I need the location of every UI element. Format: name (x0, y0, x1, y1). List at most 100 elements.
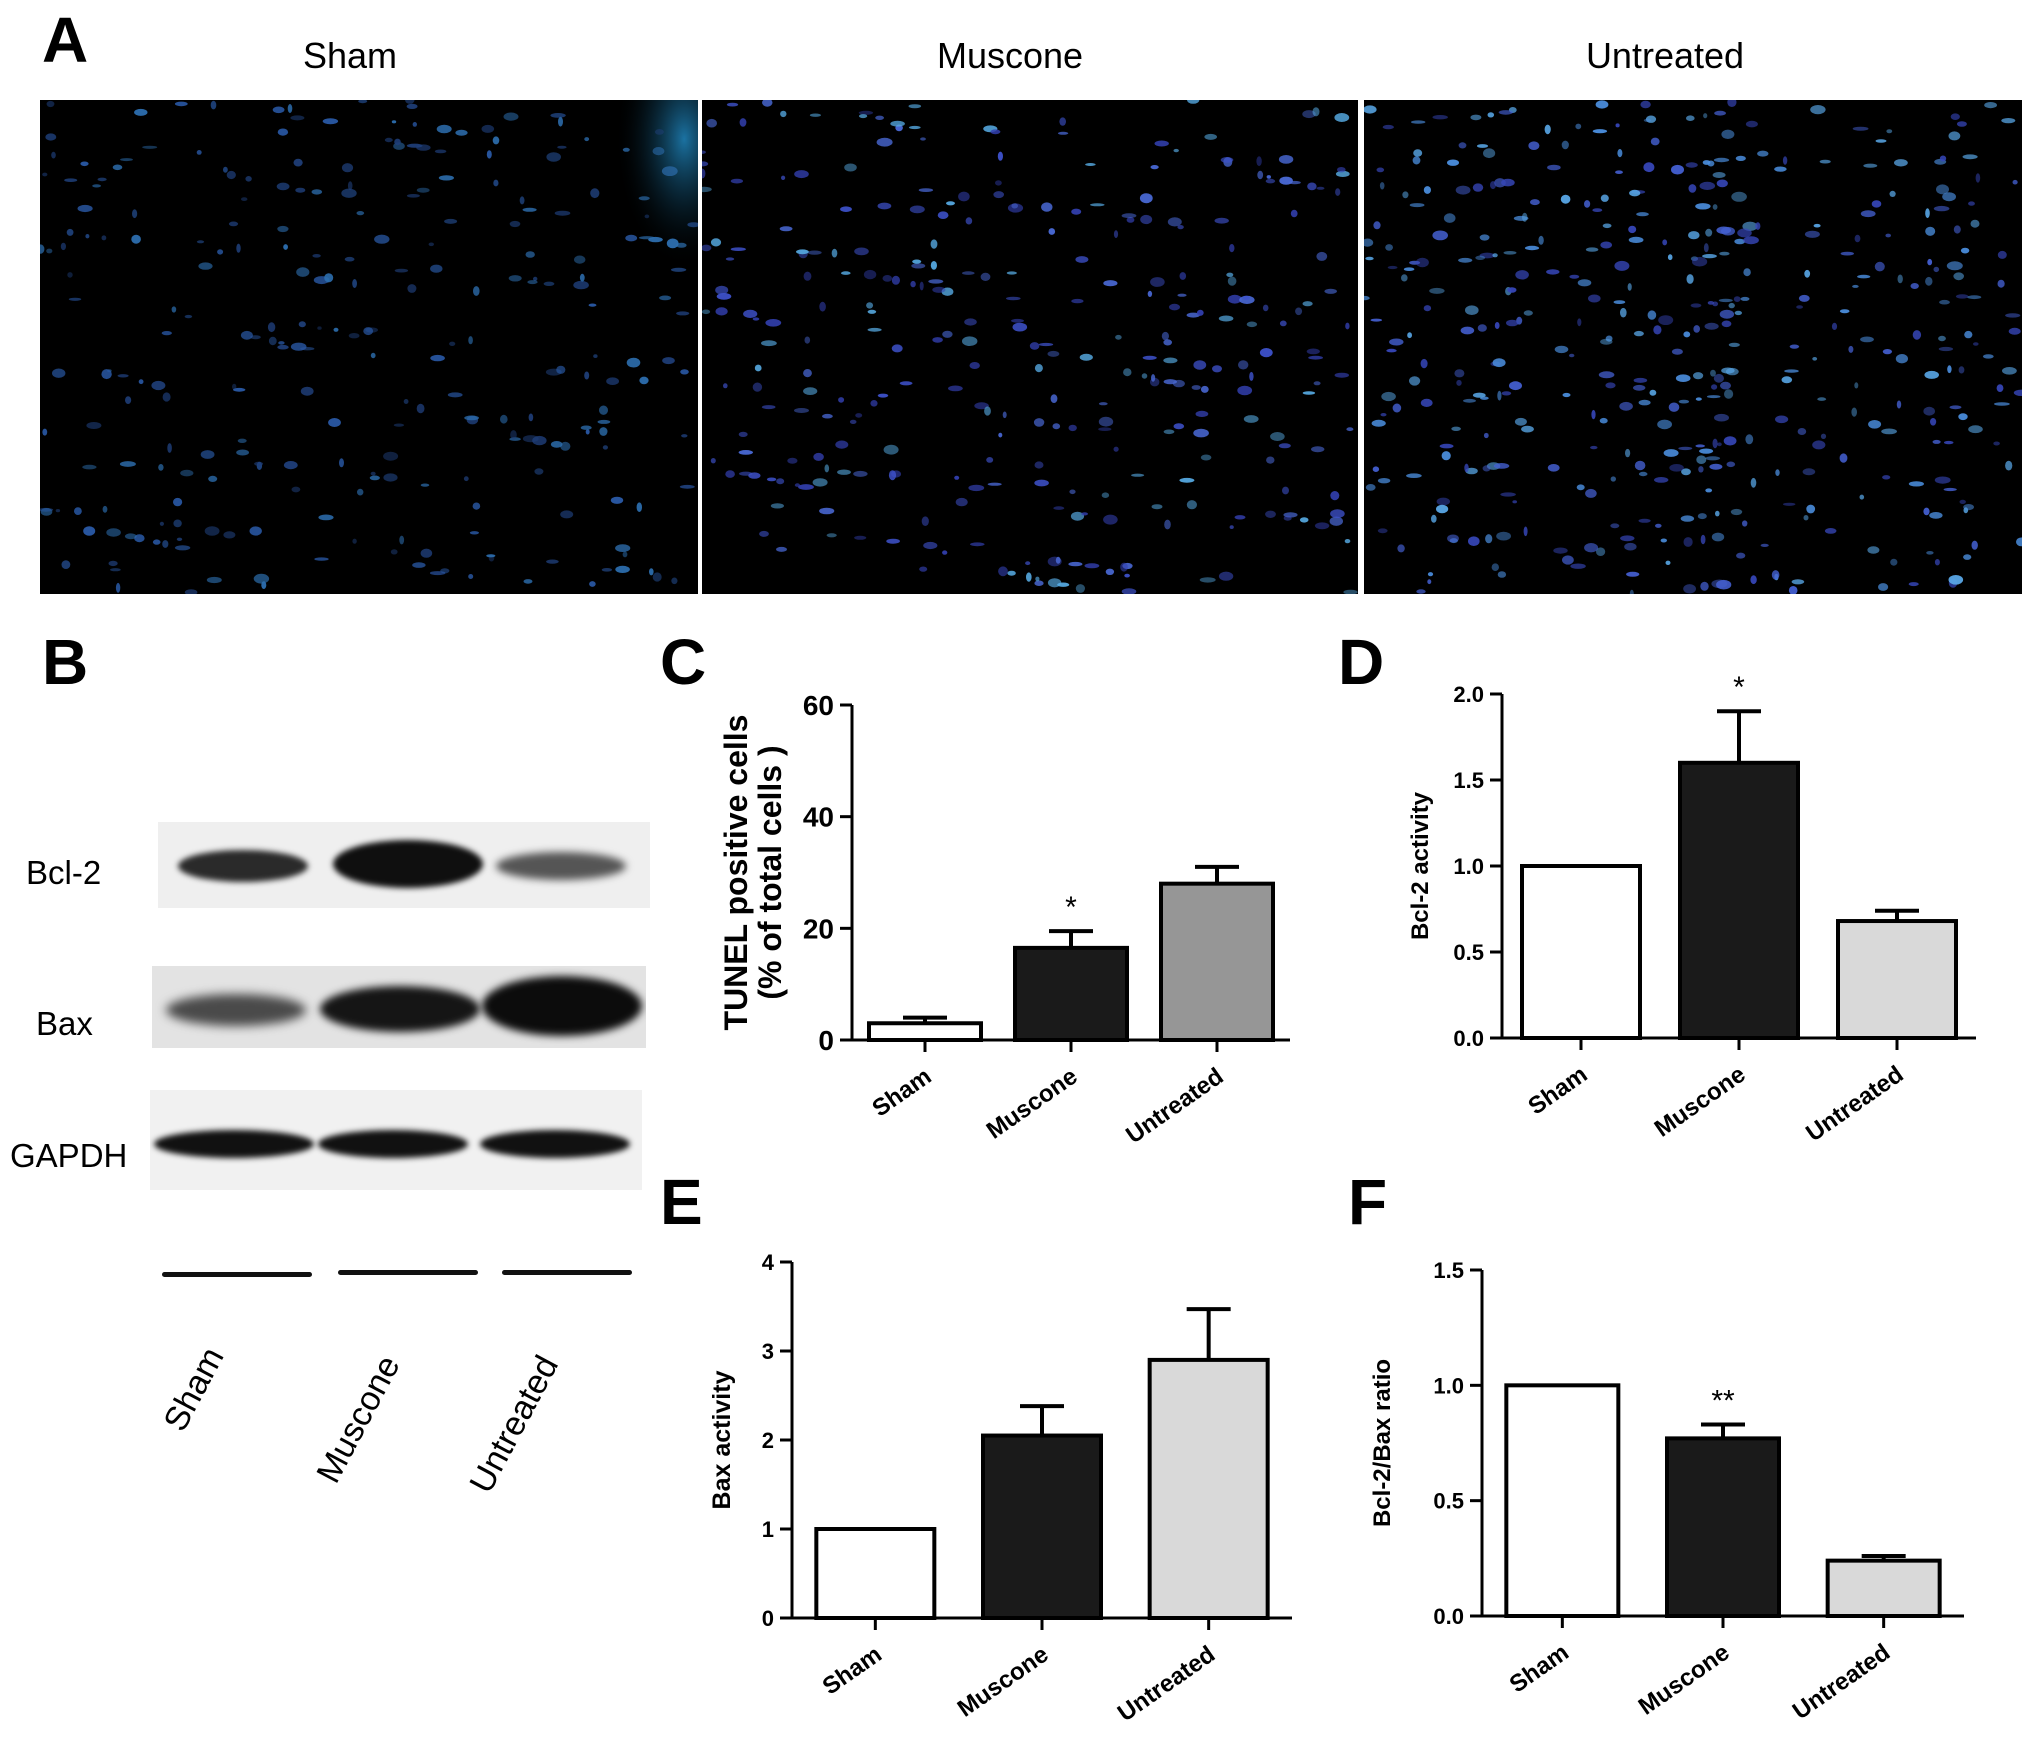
nucleus-dot (1420, 358, 1428, 369)
nucleus-dot (1958, 413, 1968, 421)
nucleus-dot (1364, 295, 1370, 301)
nucleus-dot (369, 475, 380, 481)
nucleus-dot (1634, 460, 1646, 471)
nucleus-dot (1775, 469, 1780, 476)
nucleus-dot (955, 497, 968, 507)
nucleus-dot (254, 461, 264, 466)
nucleus-dot (1186, 312, 1200, 318)
nucleus-dot (1885, 233, 1891, 238)
nucleus-dot (290, 342, 307, 351)
y-tick-label: 1.5 (1453, 768, 1484, 793)
nucleus-dot (1577, 279, 1592, 287)
y-axis-label: TUNEL positive cells(% of total cells ) (718, 715, 788, 1031)
chart-f: 0.0 0.5 1.0 1.5 Bcl-2/Bax ratio Sham ** Muscone… (1369, 1258, 1964, 1725)
nucleus-dot (267, 322, 276, 333)
nucleus-dot (1993, 441, 2000, 446)
nucleus-dot (1173, 148, 1179, 153)
nucleus-dot (1314, 522, 1330, 530)
nucleus-dot (1615, 123, 1620, 128)
nucleus-dot (1423, 305, 1432, 312)
nucleus-dot (840, 206, 852, 212)
nucleus-dot (525, 251, 535, 258)
nucleus-dot (1755, 222, 1761, 230)
nucleus-dot (1246, 321, 1258, 328)
nucleus-dot (1638, 399, 1651, 406)
nucleus-dot (1678, 399, 1690, 404)
nucleus-dot (1302, 391, 1316, 395)
nucleus-dot (391, 120, 397, 124)
nucleus-dot (1547, 464, 1560, 472)
nucleus-dot (1788, 586, 1798, 594)
nucleus-dot (344, 256, 355, 262)
nucleus-dot (1420, 398, 1433, 407)
nucleus-dot (52, 368, 66, 378)
nucleus-dot (579, 273, 585, 282)
bar-muscone (1665, 1436, 1781, 1618)
nucleus-dot (1643, 162, 1655, 173)
nucleus-dot (468, 574, 474, 579)
nucleus-dot (341, 188, 357, 198)
nucleus-dot (2012, 179, 2018, 185)
nucleus-dot (1633, 384, 1646, 391)
nucleus-dot (1313, 381, 1321, 386)
nucleus-dot (66, 228, 74, 236)
nucleus-dot (1494, 322, 1500, 329)
nucleus-dot (1599, 417, 1608, 424)
nucleus-dot (710, 238, 722, 247)
nucleus-dot (679, 484, 695, 489)
nucleus-dot (1195, 410, 1209, 417)
nucleus-dot (899, 381, 913, 386)
nucleus-dot (638, 236, 655, 240)
band-bax-sham (166, 994, 306, 1026)
nucleus-dot (1364, 238, 1374, 247)
nucleus-dot (42, 428, 48, 436)
nucleus-dot (298, 321, 306, 328)
nucleus-dot (1509, 381, 1522, 391)
nucleus-dot (430, 264, 443, 273)
nucleus-dot (74, 507, 82, 515)
nucleus-dot (1026, 572, 1032, 582)
nucleus-dot (1615, 170, 1623, 174)
nucleus-dot (324, 273, 334, 283)
nucleus-dot (1703, 243, 1709, 253)
nucleus-dot (1802, 468, 1816, 476)
nucleus-dot (1686, 115, 1695, 121)
nucleus-dot (877, 393, 889, 398)
nucleus-dot (51, 151, 56, 159)
nucleus-dot (1330, 509, 1345, 519)
nucleus-dot (1585, 247, 1599, 252)
nucleus-dot (550, 113, 566, 118)
nucleus-dot (1848, 345, 1854, 353)
nucleus-dot (184, 314, 193, 319)
nucleus-dot (394, 268, 409, 273)
nucleus-dot (622, 551, 628, 558)
nucleus-dot (1982, 354, 1994, 359)
band-bax-muscone (320, 986, 480, 1032)
nucleus-dot (615, 565, 630, 573)
nucleus-dot (1306, 348, 1320, 355)
nucleus-dot (196, 240, 205, 244)
nucleus-dot (112, 164, 123, 171)
nucleus-dot (1839, 309, 1850, 314)
nucleus-dot (1033, 418, 1045, 427)
nucleus-dot (347, 181, 353, 191)
nucleus-dot (546, 152, 561, 162)
nucleus-dot (142, 145, 158, 149)
nucleus-dot (253, 573, 270, 584)
y-tick-label: 3 (762, 1339, 774, 1364)
nucleus-dot (1716, 226, 1731, 234)
nucleus-dot (1439, 443, 1454, 449)
nucleus-dot (1007, 570, 1016, 576)
nucleus-dot (226, 170, 236, 180)
nucleus-dot (110, 568, 121, 572)
nucleus-dot (276, 182, 290, 191)
nucleus-dot (1730, 508, 1743, 516)
nucleus-dot (1098, 427, 1112, 432)
nucleus-dot (1515, 270, 1529, 280)
nucleus-dot (574, 255, 586, 264)
nucleus-dot (1055, 556, 1061, 564)
nucleus-dot (1308, 355, 1323, 360)
nucleus-dot (1956, 121, 1967, 127)
nucleus-dot (1938, 335, 1946, 342)
nucleus-dot (509, 220, 521, 228)
